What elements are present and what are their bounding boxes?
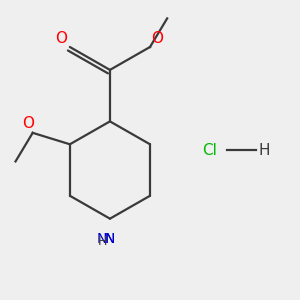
Text: Cl: Cl bbox=[202, 142, 217, 158]
Text: O: O bbox=[152, 31, 164, 46]
Text: O: O bbox=[55, 31, 67, 46]
Text: N: N bbox=[97, 232, 107, 245]
Text: N: N bbox=[105, 232, 115, 245]
Text: O: O bbox=[22, 116, 34, 131]
Text: N: N bbox=[105, 232, 115, 245]
Text: H: H bbox=[259, 142, 270, 158]
Text: H: H bbox=[98, 235, 107, 248]
